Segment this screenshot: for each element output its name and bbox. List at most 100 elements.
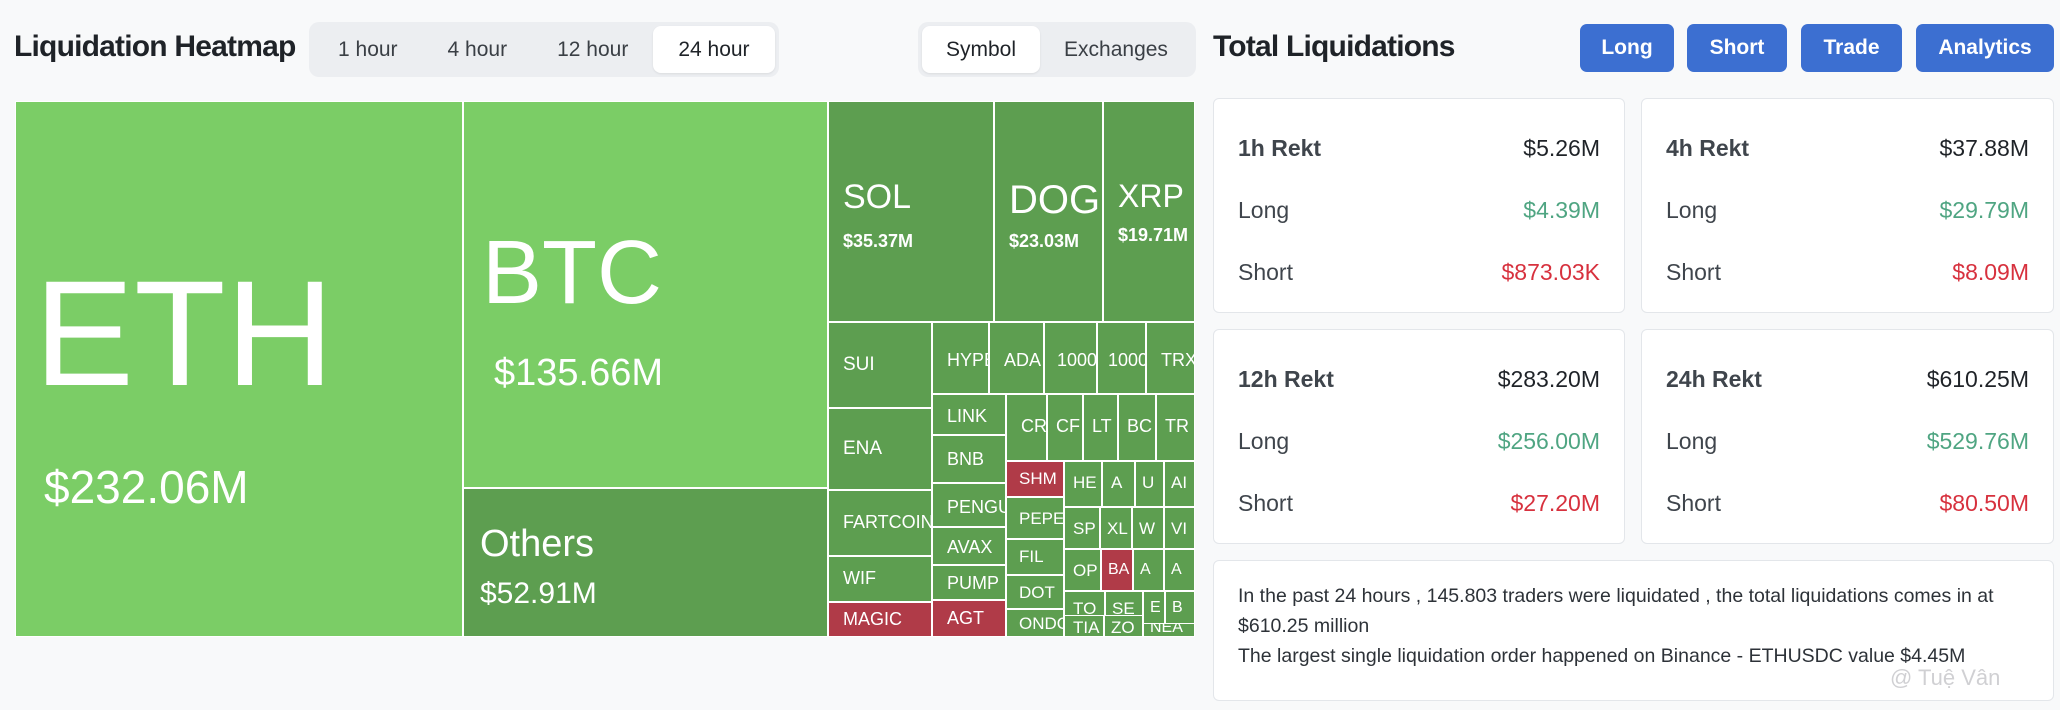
treemap-cell-ai[interactable]: AI xyxy=(1164,461,1195,507)
cell-symbol: SHM xyxy=(1019,469,1057,488)
treemap-cell-agt[interactable]: AGT xyxy=(932,600,1006,637)
long-value: $4.39M xyxy=(1523,196,1600,223)
short-value: $8.09M xyxy=(1952,258,2029,285)
treemap-cell-tr[interactable]: TR xyxy=(1156,394,1195,461)
short-button[interactable]: Short xyxy=(1687,24,1787,72)
cell-symbol: BTC xyxy=(482,223,662,323)
treemap-cell-pengu[interactable]: PENGU xyxy=(932,483,1006,527)
cell-value: $23.03M xyxy=(1009,231,1080,251)
cell-symbol: ONDO xyxy=(1019,614,1063,633)
treemap-cell-others[interactable]: Others $52.91M xyxy=(463,488,828,637)
treemap-cell-btc[interactable]: BTC $135.66M xyxy=(463,101,828,488)
treemap-cell-a[interactable]: A xyxy=(1102,461,1135,507)
treemap-cell-op[interactable]: OP xyxy=(1064,549,1101,591)
treemap-cell-xl[interactable]: XL xyxy=(1100,507,1132,549)
cell-value: $135.66M xyxy=(494,352,664,394)
total-liquidations-title: Total Liquidations xyxy=(1213,30,1455,63)
treemap-cell-ondo[interactable]: ONDO xyxy=(1006,609,1064,637)
card-total: $610.25M xyxy=(1926,365,2029,392)
cell-symbol: ADA xyxy=(1004,350,1042,370)
tab-1-hour[interactable]: 1 hour xyxy=(338,38,398,61)
treemap-cell-bc[interactable]: BC xyxy=(1118,394,1156,461)
view-tabs: Symbol Exchanges xyxy=(918,22,1196,77)
treemap-cell-cf[interactable]: CF xyxy=(1047,394,1083,461)
cell-symbol: ETH xyxy=(34,249,334,417)
cell-symbol: SE xyxy=(1112,599,1135,618)
tab-symbol[interactable]: Symbol xyxy=(922,26,1041,73)
tab-exchanges[interactable]: Exchanges xyxy=(1064,38,1168,61)
treemap-cell-sp[interactable]: SP xyxy=(1064,507,1100,549)
cell-symbol: DOGE xyxy=(1009,178,1102,222)
cell-symbol: AVAX xyxy=(947,537,993,557)
treemap-cell-1000[interactable]: 1000 xyxy=(1097,322,1146,394)
cell-value: $19.71M xyxy=(1118,225,1189,245)
treemap-cell-trx[interactable]: TRX xyxy=(1146,322,1195,394)
treemap-cell-ena[interactable]: ENA xyxy=(828,408,932,490)
treemap-cell-dot[interactable]: DOT xyxy=(1006,575,1064,609)
tab-4-hour[interactable]: 4 hour xyxy=(447,38,508,61)
cell-symbol: SP xyxy=(1073,519,1096,538)
cell-symbol: VI xyxy=(1171,519,1188,538)
rekt-card-24h: 24h Rekt $610.25M Long $529.76M Short $80.5… xyxy=(1641,329,2054,544)
treemap-cell-doge[interactable]: DOGE $23.03M xyxy=(994,101,1103,322)
tab-12-hour[interactable]: 12 hour xyxy=(557,38,629,61)
treemap-cell-1000[interactable]: 1000 xyxy=(1044,322,1097,394)
treemap-cell-vi[interactable]: VI xyxy=(1164,507,1195,549)
short-value: $80.50M xyxy=(1939,489,2029,516)
treemap-cell-link[interactable]: LINK xyxy=(932,394,1006,435)
treemap-cell-xrp[interactable]: XRP $19.71M xyxy=(1103,101,1195,322)
treemap-cell-a[interactable]: A xyxy=(1133,549,1164,591)
cell-symbol: NEA xyxy=(1150,623,1183,636)
treemap-cell-sol[interactable]: SOL $35.37M xyxy=(828,101,994,322)
card-total: $283.20M xyxy=(1497,365,1600,392)
cell-symbol: LT xyxy=(1092,416,1112,436)
treemap-cell-ada[interactable]: ADA xyxy=(989,322,1044,394)
long-button[interactable]: Long xyxy=(1580,24,1674,72)
tab-24-hour[interactable]: 24 hour xyxy=(653,26,775,73)
treemap-cell-hype[interactable]: HYPE xyxy=(932,322,989,394)
treemap-cell-w[interactable]: W xyxy=(1132,507,1164,549)
treemap-cell-bnb[interactable]: BNB xyxy=(932,435,1006,483)
treemap-cell-a[interactable]: A xyxy=(1164,549,1195,591)
liquidation-treemap: ETH $232.06M BTC $135.66M Others $52.91M SOL $3… xyxy=(15,101,1195,637)
treemap-cell-u[interactable]: U xyxy=(1135,461,1164,507)
treemap-cell-tia[interactable]: TIA xyxy=(1064,615,1104,637)
cell-symbol: SOL xyxy=(843,178,912,216)
treemap-cell-nea[interactable]: NEA xyxy=(1143,623,1195,637)
cell-symbol: FARTCOIN xyxy=(843,512,932,532)
treemap-cell-e[interactable]: E xyxy=(1143,591,1165,627)
liquidation-summary: In the past 24 hours , 145.803 traders w… xyxy=(1213,560,2054,701)
card-label: 12h Rekt xyxy=(1238,365,1334,392)
treemap-cell-lt[interactable]: LT xyxy=(1083,394,1118,461)
long-label: Long xyxy=(1238,427,1290,454)
card-label: 4h Rekt xyxy=(1666,134,1750,161)
watermark: @ Tuệ Vân xyxy=(1890,665,2001,690)
treemap-cell-magic[interactable]: MAGIC xyxy=(828,602,932,637)
treemap-cell-zo[interactable]: ZO xyxy=(1104,615,1143,637)
treemap-cell-fil[interactable]: FIL xyxy=(1006,539,1064,575)
rekt-card-1h: 1h Rekt $5.26M Long $4.39M Short $873.03K xyxy=(1213,98,1625,313)
rekt-card-12h: 12h Rekt $283.20M Long $256.00M Short $27.2… xyxy=(1213,329,1625,544)
trade-button[interactable]: Trade xyxy=(1801,24,1902,72)
treemap-cell-pepe[interactable]: PEPE xyxy=(1006,497,1064,539)
treemap-cell-wif[interactable]: WIF xyxy=(828,556,932,602)
treemap-cell-fartcoin[interactable]: FARTCOIN xyxy=(828,490,932,556)
cell-symbol: OP xyxy=(1073,561,1098,580)
cell-symbol: DOT xyxy=(1019,583,1055,602)
cell-symbol: TIA xyxy=(1073,618,1100,637)
treemap-cell-pump[interactable]: PUMP xyxy=(932,565,1006,600)
cell-symbol: FIL xyxy=(1019,547,1044,566)
treemap-cell-he[interactable]: HE xyxy=(1064,461,1102,507)
treemap-cell-sui[interactable]: SUI xyxy=(828,322,932,408)
treemap-cell-shm[interactable]: SHM xyxy=(1006,461,1064,497)
treemap-cell-b[interactable]: B xyxy=(1165,591,1195,627)
treemap-cell-eth[interactable]: ETH $232.06M xyxy=(15,101,463,637)
long-label: Long xyxy=(1238,196,1290,223)
treemap-cell-cr[interactable]: CR xyxy=(1006,394,1047,461)
treemap-cell-ba[interactable]: BA xyxy=(1101,549,1133,591)
analytics-button[interactable]: Analytics xyxy=(1916,24,2054,72)
cell-symbol: MAGIC xyxy=(843,609,903,629)
cell-symbol: BC xyxy=(1127,416,1153,436)
treemap-cell-avax[interactable]: AVAX xyxy=(932,527,1006,565)
cell-symbol: PUMP xyxy=(947,573,1000,593)
